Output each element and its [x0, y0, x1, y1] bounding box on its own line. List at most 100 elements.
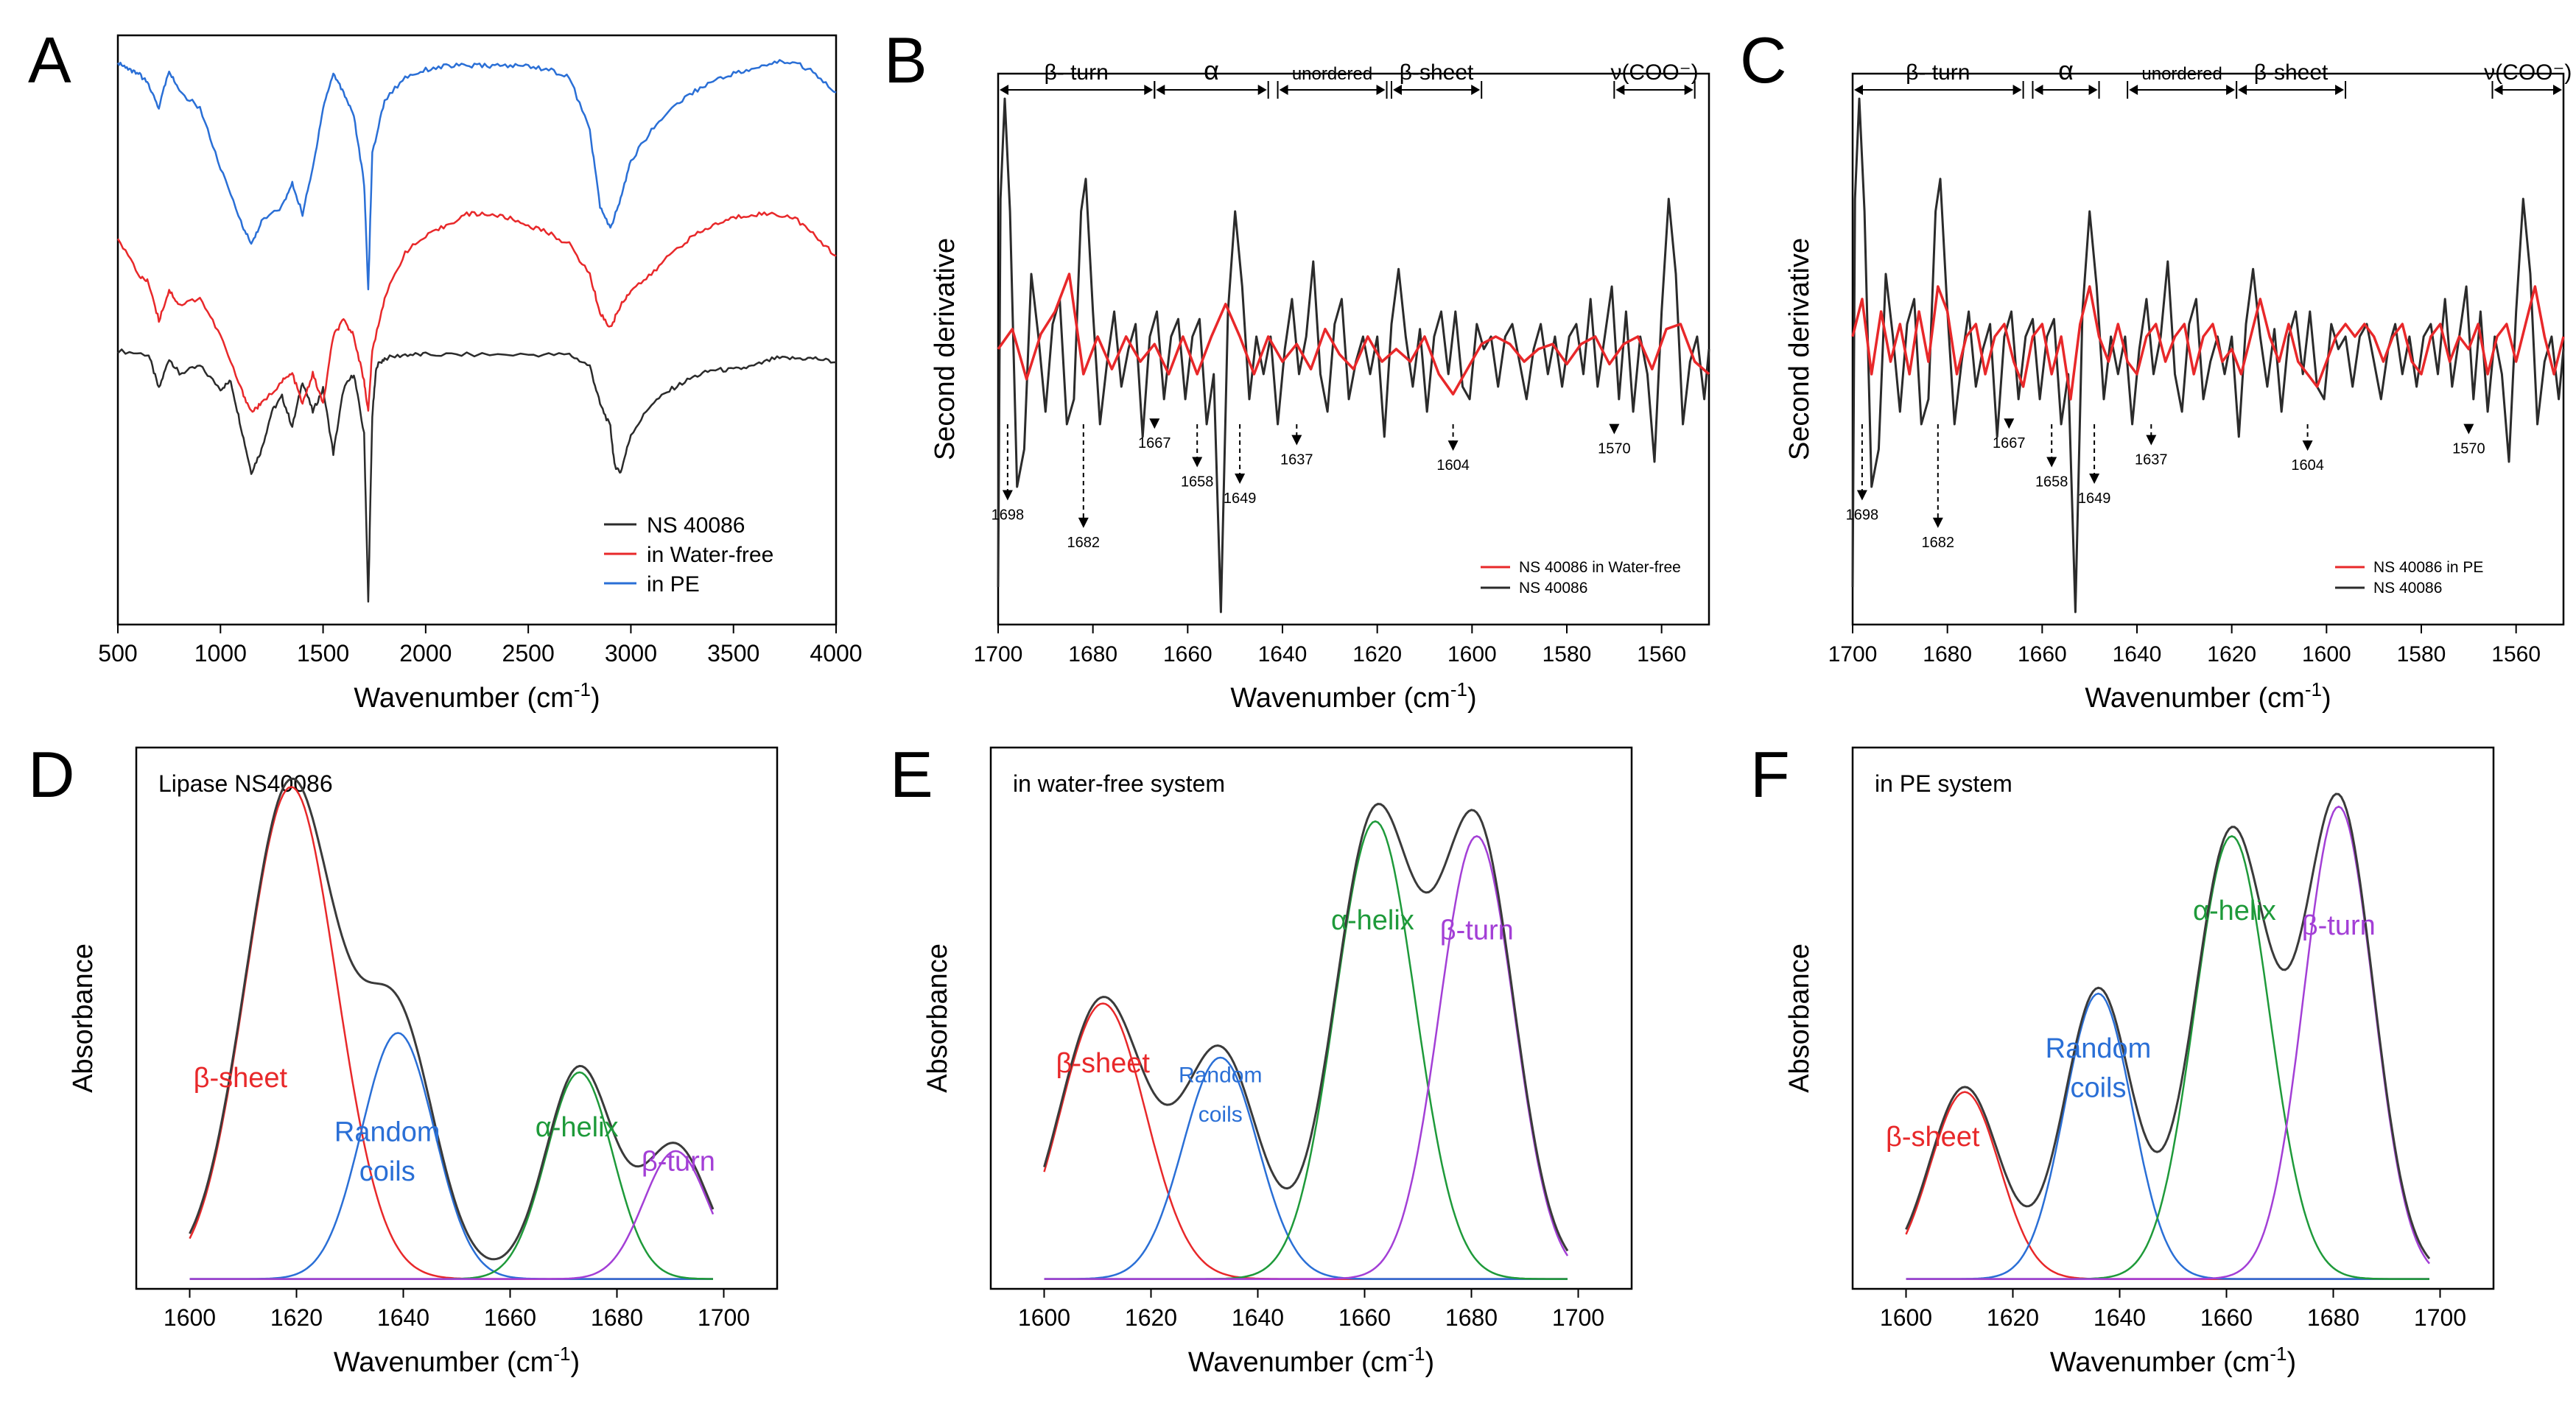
panel-d-x-tick-label: 1700 [698, 1304, 750, 1331]
panel-c-region-arrowhead [2088, 85, 2098, 95]
chart-panel-f: 1600 1620 1640 1660 1680 1700 Wavenumber (cm-1… [1784, 746, 2495, 1378]
panel-e-component-label: β-turn [1440, 915, 1514, 946]
panel-b-x-tick-label: 1680 [1068, 642, 1117, 667]
panel-e-y-axis-label: Absorbance [922, 943, 953, 1093]
panel-f-x-axis-label-close: ) [2287, 1347, 2296, 1378]
panel-f-component-label: β-sheet [1886, 1122, 1980, 1153]
panel-c-x-tick-label: 1700 [1828, 642, 1878, 667]
panel-c-annotation-label: 1570 [2452, 441, 2485, 457]
panel-c-annotation-label: 1604 [2291, 457, 2324, 474]
panel-a-x-axis-label-close: ) [591, 683, 600, 714]
panel-b-x-tick-label: 1580 [1543, 642, 1592, 667]
panel-f-x-tick-label: 1640 [2094, 1304, 2146, 1331]
panel-c-region-arrowhead [1854, 85, 1863, 95]
panel-d-title: Lipase NS40086 [158, 770, 333, 797]
panel-c-region-label: ν(COO⁻) [2484, 60, 2572, 85]
panel-f-component-label: Random [2046, 1033, 2152, 1064]
panel-c-series-line [1851, 97, 2565, 613]
panel-b-annotation-arrowhead [1609, 423, 1620, 435]
panel-c-annotation-label: 1698 [1846, 507, 1879, 523]
panel-d-component-label: coils [359, 1156, 415, 1187]
panel-e-component-curve [1044, 834, 1569, 1280]
panel-c-x-tick-label: 1580 [2397, 642, 2446, 667]
panel-letter-a: A [28, 24, 71, 96]
panel-c-annotation-arrowhead [2146, 435, 2157, 446]
panel-a-series-line [116, 211, 837, 413]
panel-c-annotation-label: 1667 [1993, 435, 2026, 451]
panel-f-y-axis-label: Absorbance [1784, 943, 1815, 1093]
panel-b-x-tick-label: 1640 [1258, 642, 1308, 667]
panel-a-x-tick-label: 1500 [297, 640, 349, 667]
panel-b-region-arrowhead [1471, 85, 1481, 95]
panel-letter-e: E [890, 738, 933, 811]
panel-d-plot-frame [135, 746, 779, 1290]
panel-d-x-axis-label-superscript: -1 [553, 1343, 570, 1365]
panel-e-envelope-curve [1043, 803, 1569, 1252]
panel-f-x-tick-label: 1620 [1987, 1304, 2039, 1331]
panel-d-component-label: β-turn [642, 1147, 715, 1178]
panel-d-component-label: α-helix [536, 1112, 619, 1143]
panel-d-component-label: Random [334, 1117, 441, 1148]
panel-b-annotation-label: 1570 [1598, 441, 1631, 457]
panel-d-x-tick-label: 1660 [484, 1304, 536, 1331]
panel-letter-f: F [1750, 738, 1790, 811]
panel-letter-b: B [884, 24, 927, 96]
panel-e-x-tick-label: 1640 [1232, 1304, 1284, 1331]
panel-f-component-label: coils [2070, 1072, 2126, 1103]
panel-c-annotation-arrowhead [2089, 474, 2100, 484]
panel-c-x-tick-label: 1560 [2491, 642, 2541, 667]
panel-e-x-tick-label: 1620 [1125, 1304, 1177, 1331]
panel-d-x-tick-label: 1680 [591, 1304, 643, 1331]
panel-b-region-label: ν(COO⁻) [1610, 60, 1698, 85]
panel-a-x-tick-label: 2000 [399, 640, 452, 667]
panel-a-legend-entry: NS 40086 [647, 513, 745, 538]
panel-f-x-tick-label: 1680 [2307, 1304, 2359, 1331]
panel-d-y-axis-label: Absorbance [68, 943, 99, 1093]
panel-c-region-arrowhead [2226, 85, 2236, 95]
panel-f-x-axis-label: Wavenumber (cm-1) [2050, 1343, 2296, 1378]
panel-d-component-label: β-sheet [194, 1063, 288, 1094]
panel-c-series-line [1851, 285, 2565, 401]
panel-b-region-arrowhead [1257, 85, 1267, 95]
panel-e-x-tick-label: 1660 [1338, 1304, 1391, 1331]
panel-e-component-label: Random [1179, 1063, 1262, 1087]
panel-f-component-curve [1906, 992, 2429, 1280]
panel-b-annotation-label: 1649 [1224, 490, 1257, 507]
panel-letter-d: D [28, 738, 75, 811]
panel-b-annotation-arrowhead [1291, 435, 1302, 446]
panel-e-x-tick-label: 1700 [1552, 1304, 1604, 1331]
chart-panel-c: 1700 1680 1660 1640 1620 1600 1580 1560 Wavenumb… [1784, 55, 2572, 714]
panel-c-x-tick-label: 1620 [2207, 642, 2256, 667]
panel-e-x-tick-label: 1600 [1018, 1304, 1070, 1331]
panel-d-envelope-curve [189, 777, 715, 1261]
panel-b-series-line [997, 97, 1710, 613]
panel-c-x-tick-label: 1680 [1923, 642, 1972, 667]
panel-b-region-arrowhead [1376, 85, 1386, 95]
panel-b-annotation-label: 1682 [1067, 535, 1101, 551]
panel-f-component-label: β-turn [2302, 910, 2376, 941]
panel-c-annotation-label: 1637 [2135, 452, 2168, 468]
panel-f-x-tick-label: 1700 [2414, 1304, 2466, 1331]
panel-b-legend-entry: NS 40086 in Water-free [1519, 559, 1681, 576]
panel-a-series-line [117, 348, 837, 603]
chart-panel-a: 500 1000 1500 2000 2500 3000 3500 4000 Wavenumbe… [98, 34, 863, 714]
panel-b-x-tick-label: 1700 [974, 642, 1023, 667]
panel-e-component-label: coils [1198, 1103, 1243, 1127]
chart-panel-d: 1600 1620 1640 1660 1680 1700 Wavenumber (cm-1… [68, 746, 779, 1378]
panel-d-x-axis-label-close: ) [570, 1347, 580, 1378]
panel-a-x-tick-label: 4000 [810, 640, 862, 667]
panel-c-region-label: unordered [2141, 64, 2222, 84]
panel-c-annotation-label: 1649 [2078, 490, 2111, 507]
panel-b-x-axis-label-close: ) [1467, 683, 1477, 714]
panel-e-component-label: β-sheet [1056, 1048, 1151, 1079]
panel-c-region-arrowhead [2238, 85, 2247, 95]
panel-a-legend-entry: in PE [647, 572, 700, 597]
panel-b-annotation-label: 1604 [1436, 457, 1470, 474]
panel-a-x-tick-label: 2500 [502, 640, 555, 667]
panel-a-x-axis-label: Wavenumber (cm-1) [354, 678, 600, 714]
panel-b-series-line [997, 272, 1710, 395]
panel-b-x-tick-label: 1560 [1637, 642, 1686, 667]
panel-c-x-axis-label-close: ) [2322, 683, 2331, 714]
panel-b-annotation-arrowhead [1149, 418, 1160, 429]
